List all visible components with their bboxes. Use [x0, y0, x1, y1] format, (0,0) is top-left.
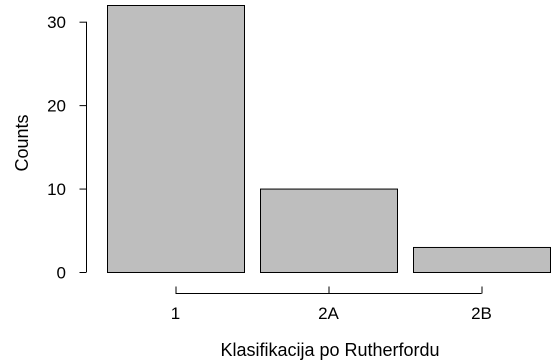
x-axis-title: Klasifikacija po Rutherfordu — [220, 340, 439, 360]
bar-2A — [260, 188, 398, 273]
y-tick-label: 0 — [57, 264, 66, 283]
bar-1 — [107, 5, 245, 273]
y-axis-title: Counts — [12, 114, 32, 171]
y-tick-label: 30 — [47, 13, 66, 32]
y-tick-label: 10 — [47, 180, 66, 199]
y-tick-label: 20 — [47, 97, 66, 116]
x-tick-label-2A: 2A — [318, 304, 339, 323]
bars-layer — [107, 5, 551, 273]
x-axis: 1 2A 2B — [171, 286, 492, 323]
bar-2B — [413, 246, 551, 273]
y-axis: 0 10 20 30 — [47, 13, 87, 283]
x-tick-label-2B: 2B — [471, 304, 492, 323]
x-tick-label-1: 1 — [171, 304, 180, 323]
